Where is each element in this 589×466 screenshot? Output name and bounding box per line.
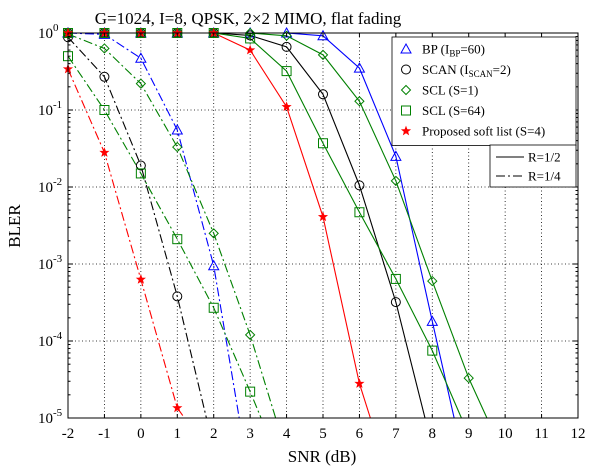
x-tick-label: 4	[283, 426, 291, 442]
legend-label: SCL (S=1)	[422, 83, 478, 98]
y-axis-label: BLER	[5, 204, 24, 248]
y-tick-label: 100	[38, 22, 59, 42]
series-point-bp_quarter	[207, 259, 220, 271]
legend-marker	[401, 64, 411, 75]
series-point-scl64_quarter	[99, 105, 110, 115]
x-tick-label: 11	[534, 426, 548, 442]
series-point-prop_half	[317, 211, 329, 222]
series-point-scl64_quarter	[208, 302, 219, 313]
series-point-scl64_half	[318, 138, 328, 149]
series-point-scl64_quarter	[172, 234, 183, 245]
series-point-scan_half	[354, 180, 365, 191]
x-tick-label: 6	[356, 426, 364, 442]
y-tick-label: 10-2	[38, 176, 62, 196]
legend-label: SCL (S=64)	[422, 103, 485, 118]
series-point-scl1_quarter	[99, 43, 110, 54]
legend-label: SCAN (ISCAN=2)	[422, 62, 511, 79]
y-tick-label: 10-1	[38, 99, 62, 119]
series-line-bp_quarter	[67, 32, 240, 419]
series-point-bp_half	[317, 29, 329, 41]
legend-box	[391, 36, 577, 146]
series-point-scl1_half	[244, 27, 256, 39]
series-point-scl1_quarter	[208, 228, 219, 239]
series-point-scl1_quarter	[244, 329, 256, 341]
series-point-scl1_half	[317, 49, 329, 61]
x-tick-label: 9	[465, 426, 473, 442]
series-point-prop_quarter	[172, 402, 183, 413]
series-point-scl1_half	[427, 275, 438, 287]
x-tick-label: 1	[174, 426, 182, 442]
x-axis-ticks: -2 -1 0 1 2 3 4 5 6 7 8 9 10 11 12	[62, 33, 586, 442]
series-point-bp_half	[426, 315, 439, 326]
x-tick-label: 0	[137, 426, 145, 442]
y-axis-ticks: 100 10-1 10-2 10-3 10-4 10-5	[38, 22, 578, 427]
series-point-bp_half	[390, 150, 402, 161]
series-legend: BP (IBP=60) SCAN (ISCAN=2) SCL (S=1) SCL (S…	[391, 36, 577, 146]
series-point-scl64_half	[390, 273, 401, 284]
chart-title: G=1024, I=8, QPSK, 2×2 MIMO, flat fading	[95, 9, 402, 28]
series-point-scl1_half	[390, 175, 402, 187]
series-point-scl1_half	[463, 372, 474, 384]
rate-legend-label: R=1/2	[528, 150, 561, 165]
legend-label: Proposed soft list (S=4)	[422, 124, 545, 139]
y-tick-label: 10-4	[38, 330, 63, 350]
legend-marker	[401, 105, 411, 116]
legend-marker	[400, 84, 412, 96]
rate-legend-box	[489, 144, 577, 188]
series-point-prop_quarter	[99, 147, 110, 157]
x-tick-label: 2	[210, 426, 218, 442]
series-point-bp_quarter	[98, 28, 111, 39]
series-point-prop_half	[281, 101, 292, 112]
series-point-bp_quarter	[171, 123, 184, 135]
series-point-bp_quarter	[135, 52, 147, 63]
legend-marker	[400, 125, 412, 136]
series-point-prop_half	[354, 378, 365, 388]
series-point-scan_half	[390, 297, 401, 308]
series-point-scl1_half	[281, 30, 292, 41]
series-point-scl1_half	[354, 96, 365, 107]
series-point-scl64_quarter	[135, 168, 146, 179]
legend-label: BP (IBP=60)	[422, 42, 485, 59]
series-point-scl64_half	[354, 207, 365, 218]
y-tick-label: 10-5	[38, 407, 63, 427]
series-line-scan_quarter	[67, 36, 207, 419]
series-point-scan_quarter	[135, 160, 146, 171]
series-point-scan_quarter	[172, 291, 183, 302]
series-point-scl64_half	[427, 345, 438, 356]
x-tick-label: 10	[498, 426, 513, 442]
series-point-prop_quarter	[135, 274, 146, 284]
x-tick-label: 3	[246, 426, 254, 442]
series-point-scl64_quarter	[245, 386, 256, 397]
x-tick-label: -1	[98, 426, 111, 442]
series-line-scl64_quarter	[67, 55, 262, 419]
x-tick-label: 12	[571, 426, 586, 442]
grid-lines	[68, 33, 578, 418]
series-point-bp_half	[353, 62, 366, 73]
legend-marker	[400, 42, 412, 54]
x-tick-label: 7	[392, 426, 400, 442]
series-point-scan_half	[281, 41, 292, 52]
series-point-scan_quarter	[99, 71, 110, 82]
x-tick-label: -2	[62, 426, 75, 442]
y-tick-label: 10-3	[38, 253, 63, 273]
rate-legend: R=1/2 R=1/4	[489, 144, 577, 188]
series-line-scl1_quarter	[67, 33, 277, 419]
x-tick-label: 8	[429, 426, 437, 442]
rate-legend-label: R=1/4	[528, 169, 561, 184]
series-point-scan_half	[318, 89, 328, 100]
series-point-prop_half	[245, 44, 256, 55]
series-point-scl64_half	[281, 66, 292, 77]
series-point-scl1_quarter	[172, 141, 183, 153]
series-point-scl1_quarter	[135, 78, 147, 89]
x-axis-label: SNR (dB)	[288, 447, 356, 466]
x-tick-label: 5	[319, 426, 327, 442]
